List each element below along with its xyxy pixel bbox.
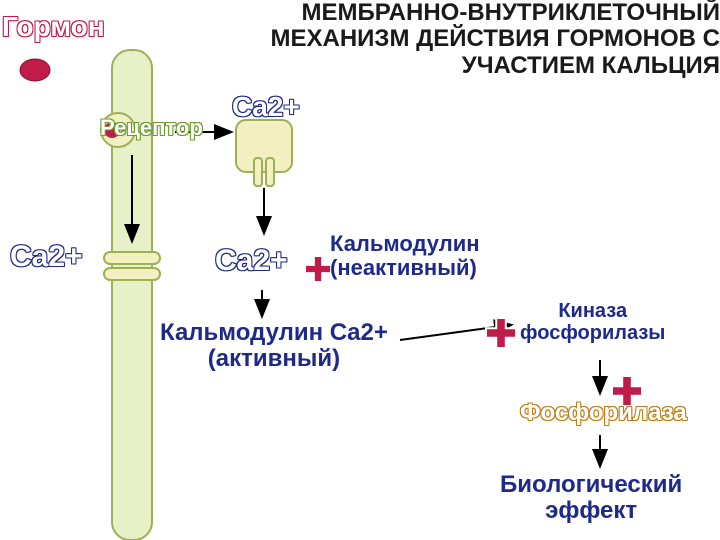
label-receptor: Рецептор [100, 116, 203, 140]
hormone-icon [20, 59, 50, 81]
ca-store-channel-left [254, 158, 262, 186]
ca-store-icon [236, 120, 292, 172]
membrane-channel-top [104, 252, 160, 264]
diagram-title: МЕМБРАННО-ВНУТРИКЛЕТОЧНЫЙ МЕХАНИЗМ ДЕЙСТ… [220, 0, 720, 79]
label-kalmodulin-active: Кальмодулин Ca2+ (активный) [160, 320, 388, 373]
label-bio: Биологический эффект [500, 472, 682, 525]
label-ca-top: Ca2+ [232, 92, 300, 123]
ca-store-channel-right [266, 158, 274, 186]
label-kalmodulin-inactive: Кальмодулин (неактивный) [330, 232, 480, 280]
label-ca-left: Ca2+ [10, 240, 83, 273]
label-hormone: Гормон [2, 12, 105, 43]
label-phospho: Фосфорилаза [520, 400, 687, 426]
plus-icon [486, 318, 516, 348]
plus-icon [305, 256, 331, 282]
membrane-channel-bottom [104, 268, 160, 280]
label-ca-mid: Ca2+ [215, 244, 288, 277]
label-kinase: Киназа фосфорилазы [520, 300, 665, 344]
